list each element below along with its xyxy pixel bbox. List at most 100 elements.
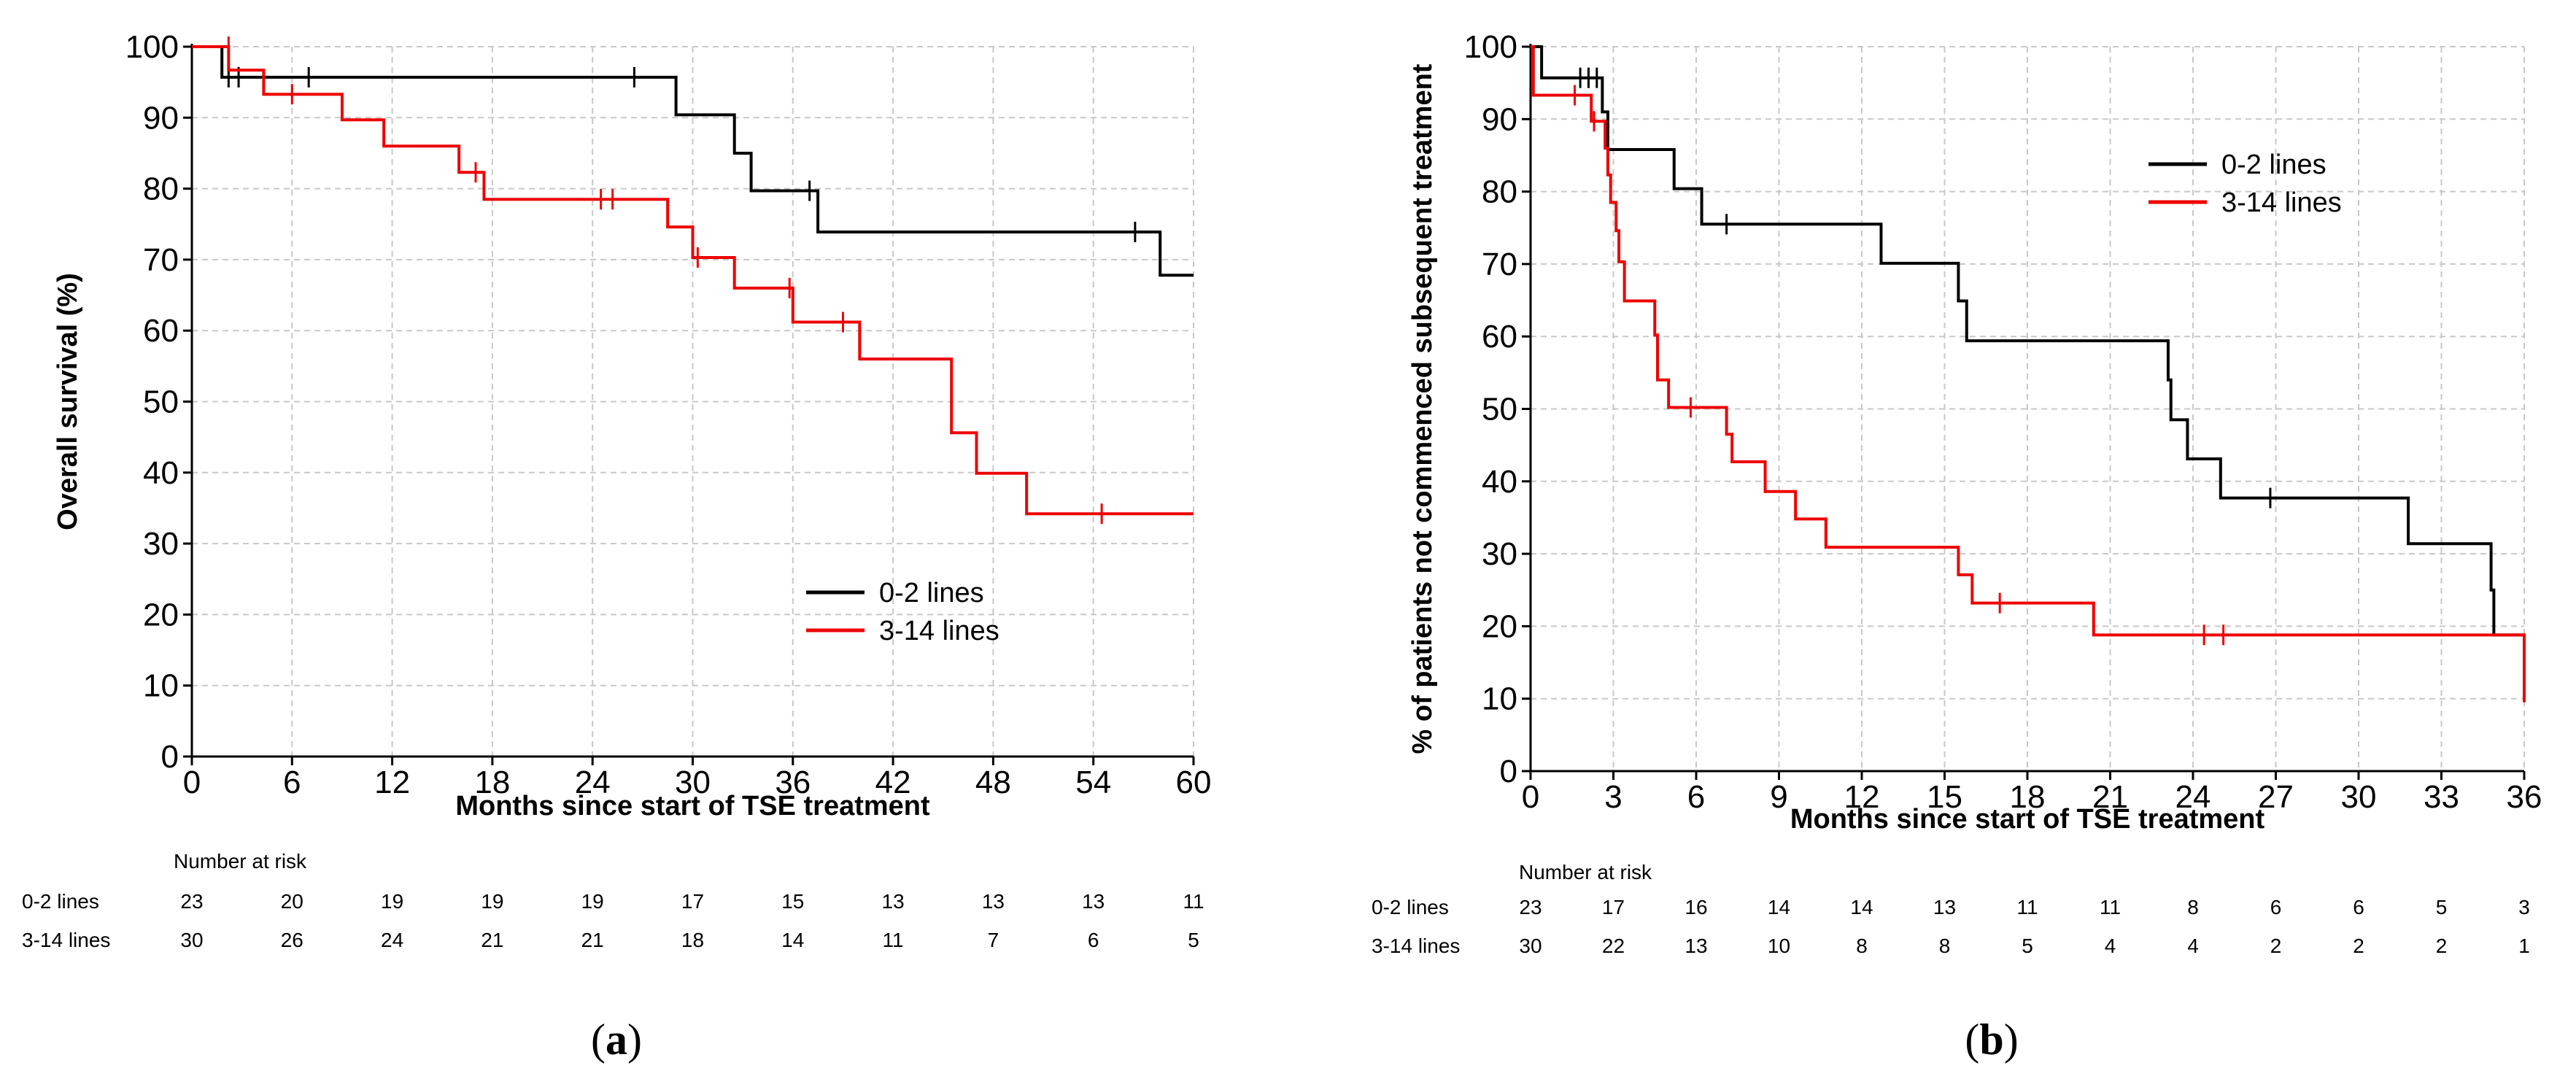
risk-value: 13	[1933, 896, 1956, 918]
y-tick-label: 80	[1482, 174, 1517, 210]
risk-value: 16	[1685, 896, 1707, 918]
legend-label: 3-14 lines	[2221, 187, 2342, 218]
x-tick-label: 36	[775, 765, 811, 800]
x-tick-label: 42	[875, 765, 911, 800]
y-tick-label: 40	[143, 455, 179, 491]
y-tick-label: 10	[1482, 681, 1517, 717]
risk-value: 2	[2353, 935, 2364, 957]
x-tick-label: 36	[2507, 779, 2542, 815]
x-tick-label: 6	[1687, 779, 1705, 815]
y-tick-label: 40	[1482, 464, 1517, 500]
x-tick-label: 24	[575, 765, 611, 800]
y-tick-label: 70	[1482, 247, 1517, 282]
risk-value: 30	[180, 929, 203, 951]
series-red	[1531, 45, 2526, 703]
risk-table-title: Number at risk	[174, 850, 307, 873]
survival-step-line	[1531, 45, 2526, 699]
x-tick-label: 33	[2424, 779, 2459, 815]
y-tick-label: 70	[143, 242, 179, 278]
legend-label: 0-2 lines	[879, 578, 984, 608]
risk-value: 5	[2436, 896, 2448, 918]
risk-value: 13	[982, 890, 1005, 913]
risk-value: 13	[1082, 890, 1105, 913]
risk-value: 24	[381, 929, 403, 951]
y-tick-label: 90	[1482, 101, 1517, 137]
risk-value: 8	[1939, 935, 1951, 957]
y-tick-label: 30	[143, 526, 179, 562]
x-tick-label: 0	[1522, 779, 1539, 815]
legend: 0-2 lines 3-14 lines	[2148, 150, 2342, 218]
risk-value: 6	[1088, 929, 1099, 951]
panel-label-part: (	[1965, 1016, 1979, 1064]
legend: 0-2 lines 3-14 lines	[806, 578, 999, 646]
risk-value: 11	[2100, 896, 2121, 918]
x-tick-label: 30	[675, 765, 711, 800]
panel-label: (b)	[1965, 1016, 2018, 1064]
x-tick-label: 27	[2258, 779, 2294, 815]
risk-value: 11	[883, 929, 904, 951]
risk-value: 4	[2105, 935, 2116, 957]
y-tick-label: 30	[1482, 536, 1517, 572]
risk-value: 18	[681, 929, 704, 951]
risk-value: 1	[2518, 935, 2530, 957]
panel-label-part: )	[627, 1016, 642, 1064]
x-tick-label: 3	[1604, 779, 1622, 815]
survival-step-line	[192, 45, 1194, 516]
risk-value: 30	[1519, 935, 1542, 957]
x-tick-label: 0	[183, 765, 201, 800]
x-axis-title: Months since start of TSE treatment	[1790, 804, 2265, 835]
x-tick-label: 30	[2341, 779, 2377, 815]
x-tick-label: 6	[283, 765, 301, 800]
risk-value: 17	[681, 890, 704, 913]
y-tick-label: 10	[143, 668, 179, 704]
risk-value: 5	[2022, 935, 2033, 957]
risk-value: 26	[281, 929, 303, 951]
risk-value: 21	[581, 929, 604, 951]
risk-table: Number at risk 0-2 lines 23 20 19 19 19 17 15 13 1…	[22, 850, 1204, 951]
risk-value: 2	[2436, 935, 2448, 957]
survival-step-line	[192, 45, 1194, 277]
risk-value: 11	[1183, 890, 1204, 913]
risk-value: 23	[1519, 896, 1542, 918]
risk-value: 4	[2187, 935, 2199, 957]
y-tick-label: 50	[143, 384, 179, 420]
panel-label-part: )	[2004, 1016, 2019, 1064]
y-axis-title: % of patients not commenced subsequent t…	[1407, 63, 1438, 754]
panel-label-part: b	[1979, 1016, 2003, 1064]
x-tick-label: 48	[975, 765, 1011, 800]
x-tick-label: 12	[374, 765, 410, 800]
risk-value: 6	[2353, 896, 2364, 918]
risk-value: 3	[2518, 896, 2530, 918]
risk-row-label: 0-2 lines	[1372, 896, 1449, 918]
y-tick-label: 60	[143, 313, 179, 349]
risk-value: 2	[2270, 935, 2282, 957]
x-tick-label: 12	[1844, 779, 1880, 815]
risk-value: 19	[381, 890, 403, 913]
y-tick-label: 0	[1500, 754, 1517, 789]
panel-label-part: (	[591, 1016, 606, 1064]
panel-a-overall-survival: 0 10 20 30 40 50 60 70 80 90 100 0 6 12 18 24 30 36 42 48 54…	[22, 29, 1211, 1064]
x-tick-label: 18	[2010, 779, 2046, 815]
risk-value: 14	[1850, 896, 1873, 918]
panel-label-part: a	[606, 1016, 627, 1064]
legend-label: 3-14 lines	[879, 616, 999, 646]
x-tick-label: 54	[1075, 765, 1111, 800]
x-tick-label: 60	[1176, 765, 1212, 800]
risk-value: 23	[180, 890, 203, 913]
y-tick-label: 50	[1482, 392, 1517, 428]
y-tick-label: 90	[143, 100, 179, 136]
risk-value: 13	[882, 890, 905, 913]
x-tick-label: 24	[2175, 779, 2211, 815]
risk-value: 8	[2187, 896, 2199, 918]
y-tick-label: 100	[125, 29, 179, 65]
risk-value: 11	[2016, 896, 2038, 918]
panel-label: (a)	[591, 1016, 642, 1064]
x-tick-label: 18	[474, 765, 510, 800]
x-tick-label: 21	[2092, 779, 2128, 815]
risk-value: 20	[281, 890, 303, 913]
risk-value: 17	[1602, 896, 1625, 918]
risk-value: 19	[581, 890, 604, 913]
y-tick-label: 60	[1482, 319, 1517, 355]
risk-value: 13	[1685, 935, 1707, 957]
risk-row-label: 0-2 lines	[22, 890, 99, 913]
